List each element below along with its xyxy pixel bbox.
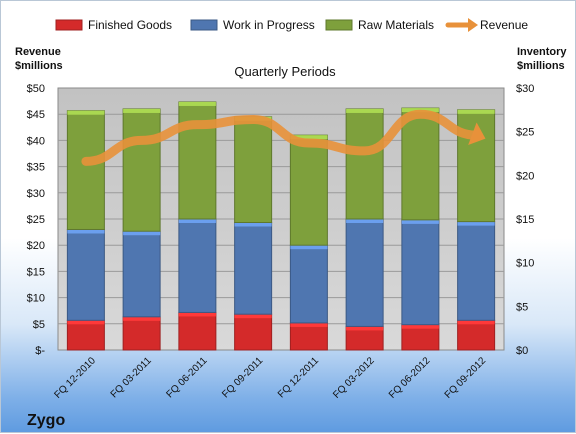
left-tick-label: $25 — [27, 214, 45, 226]
left-tick-label: $5 — [33, 319, 45, 331]
bar-segment-work-in-progress — [345, 218, 384, 327]
bars — [66, 101, 496, 351]
x-tick-label: FQ 06-2012 — [387, 355, 433, 401]
left-tick-label: $45 — [27, 109, 45, 121]
bar-segment-finished-goods — [289, 322, 328, 351]
bar-segment-work-in-progress — [122, 230, 161, 318]
bar-segment-raw-materials — [345, 108, 384, 220]
svg-text:Work in Progress: Work in Progress — [223, 18, 315, 32]
legend-item-work-in-progress: Work in Progress — [190, 18, 315, 32]
right-tick-label: $25 — [516, 127, 534, 139]
chart-title: Quarterly Periods — [234, 64, 336, 79]
svg-text:Finished Goods: Finished Goods — [88, 18, 172, 32]
right-axis-label-line1: Inventory — [517, 46, 567, 58]
right-tick-label: $10 — [516, 258, 534, 270]
bar-segment-finished-goods — [345, 325, 384, 351]
x-tick-label: FQ 09-2011 — [220, 355, 265, 400]
right-axis: $0 $5 $10 $15 $20 $25 $30 — [516, 83, 534, 357]
bar-segment-raw-materials — [178, 101, 217, 220]
bar-segment-work-in-progress — [234, 221, 273, 315]
left-tick-label: $30 — [27, 188, 45, 200]
svg-text:Raw Materials: Raw Materials — [358, 18, 434, 32]
legend-item-raw-materials: Raw Materials — [325, 18, 434, 32]
right-tick-label: $0 — [516, 345, 528, 357]
revenue-arrowhead — [468, 122, 486, 145]
bar-segment-finished-goods — [178, 311, 217, 351]
left-axis-label-line2: $millions — [15, 60, 63, 72]
left-tick-label: $50 — [27, 83, 45, 95]
bar-segment-work-in-progress — [401, 219, 440, 326]
bar-segment-work-in-progress — [289, 244, 328, 324]
revenue-line-group — [81, 109, 486, 166]
right-tick-label: $5 — [516, 301, 528, 313]
right-tick-label: $30 — [516, 83, 534, 95]
legend-item-revenue: Revenue — [445, 18, 528, 32]
right-tick-label: $20 — [516, 170, 534, 182]
bar-segment-work-in-progress — [457, 221, 496, 321]
bar-segment-finished-goods — [122, 316, 161, 351]
right-axis-label-line2: $millions — [517, 60, 565, 72]
x-tick-label: FQ 03-2012 — [331, 355, 377, 401]
x-tick-label: FQ 06-2011 — [165, 355, 210, 400]
revenue-line — [81, 109, 481, 166]
left-tick-label: $20 — [27, 240, 45, 252]
x-axis: FQ 12-2010 FQ 03-2011 FQ 06-2011 FQ 09-2011… — [52, 355, 488, 401]
right-tick-label: $15 — [516, 214, 534, 226]
left-axis-label-line1: Revenue — [15, 46, 61, 58]
x-tick-label: FQ 12-2011 — [276, 355, 321, 400]
legend: Finished Goods Work in Progress Raw Materi… — [55, 18, 528, 32]
x-tick-label: FQ 12-2010 — [52, 355, 98, 401]
bar-segment-raw-materials — [401, 107, 440, 221]
legend-item-finished-goods: Finished Goods — [55, 18, 172, 32]
bar-segment-work-in-progress — [178, 218, 217, 313]
left-tick-label: $40 — [27, 135, 45, 147]
bar-segment-finished-goods — [234, 313, 273, 351]
company-name: Zygo — [27, 412, 65, 429]
svg-text:Revenue: Revenue — [480, 18, 528, 32]
bar-segment-finished-goods — [66, 319, 105, 351]
bar-segment-finished-goods — [401, 324, 440, 351]
left-tick-label: $- — [35, 345, 45, 357]
left-tick-label: $35 — [27, 162, 45, 174]
left-tick-label: $15 — [27, 266, 45, 278]
bar-segment-finished-goods — [457, 319, 496, 351]
bar-segment-raw-materials — [66, 110, 105, 230]
bar-segment-raw-materials — [234, 116, 273, 223]
left-tick-label: $10 — [27, 293, 45, 305]
bar-segment-raw-materials — [289, 134, 328, 246]
x-tick-label: FQ 09-2012 — [443, 355, 489, 401]
x-tick-label: FQ 03-2011 — [109, 355, 154, 400]
left-axis: $- $5 $10 $15 $20 $25 $30 $35 $40 $45 $50 — [27, 83, 46, 357]
bar-segment-work-in-progress — [66, 228, 105, 321]
bar-segment-raw-materials — [122, 108, 161, 232]
